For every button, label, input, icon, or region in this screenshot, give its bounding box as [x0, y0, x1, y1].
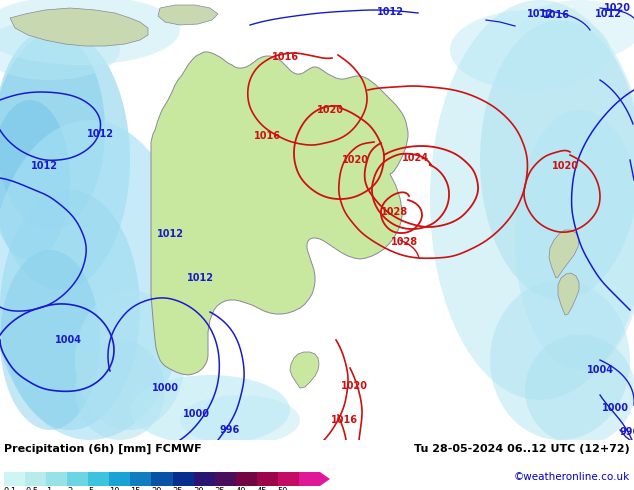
Ellipse shape: [430, 0, 634, 400]
Bar: [257, 472, 278, 486]
Text: 5: 5: [88, 487, 94, 490]
Bar: [278, 472, 299, 486]
Text: 20: 20: [152, 487, 162, 490]
Text: 1004: 1004: [586, 365, 614, 375]
Text: 1000: 1000: [183, 409, 209, 419]
Ellipse shape: [0, 100, 70, 260]
Text: 10: 10: [109, 487, 120, 490]
Text: 1004: 1004: [55, 335, 82, 345]
Text: 996: 996: [220, 425, 240, 435]
Ellipse shape: [0, 30, 130, 290]
Text: 35: 35: [215, 487, 225, 490]
Bar: [215, 472, 236, 486]
Text: 1020: 1020: [552, 161, 578, 171]
Ellipse shape: [0, 190, 140, 430]
Text: 40: 40: [236, 487, 246, 490]
Ellipse shape: [130, 375, 290, 445]
Text: 30: 30: [193, 487, 204, 490]
Ellipse shape: [490, 280, 630, 440]
Text: 1020: 1020: [340, 381, 368, 391]
Text: 1000: 1000: [602, 403, 628, 413]
Text: 1: 1: [46, 487, 51, 490]
Ellipse shape: [180, 395, 300, 445]
Polygon shape: [290, 352, 319, 388]
Text: 1012: 1012: [86, 129, 113, 139]
Text: 1020: 1020: [604, 3, 630, 13]
Ellipse shape: [0, 0, 180, 65]
Text: 0.1: 0.1: [4, 487, 17, 490]
Text: 1016: 1016: [254, 131, 280, 141]
Ellipse shape: [480, 20, 634, 300]
Text: 996: 996: [620, 427, 634, 437]
Text: 1028: 1028: [382, 207, 408, 217]
Text: Precipitation (6h) [mm] FCMWF: Precipitation (6h) [mm] FCMWF: [4, 444, 202, 454]
Ellipse shape: [75, 290, 185, 430]
Bar: [193, 472, 215, 486]
Text: 50: 50: [278, 487, 288, 490]
Text: 1016: 1016: [271, 52, 299, 62]
Text: 45: 45: [257, 487, 268, 490]
Text: 1012: 1012: [186, 273, 214, 283]
Text: 1024: 1024: [401, 153, 429, 163]
Ellipse shape: [525, 335, 634, 445]
Text: 25: 25: [172, 487, 183, 490]
Text: 0.5: 0.5: [25, 487, 38, 490]
Bar: [4, 472, 25, 486]
Text: 1016: 1016: [543, 10, 569, 20]
Polygon shape: [558, 273, 579, 315]
Polygon shape: [158, 5, 218, 25]
Polygon shape: [549, 230, 579, 278]
Polygon shape: [320, 472, 330, 486]
Bar: [88, 472, 109, 486]
Text: Tu 28-05-2024 06..12 UTC (12+72): Tu 28-05-2024 06..12 UTC (12+72): [414, 444, 630, 454]
Text: 1012: 1012: [30, 161, 58, 171]
Bar: [131, 472, 152, 486]
Ellipse shape: [450, 10, 610, 90]
Ellipse shape: [0, 30, 105, 230]
Ellipse shape: [515, 110, 634, 370]
Bar: [46, 472, 67, 486]
Bar: [25, 472, 46, 486]
Ellipse shape: [75, 340, 165, 440]
Polygon shape: [151, 52, 408, 375]
Text: 2: 2: [67, 487, 72, 490]
Text: 1012: 1012: [526, 9, 553, 19]
Ellipse shape: [0, 250, 100, 430]
Polygon shape: [10, 8, 148, 46]
Text: 15: 15: [131, 487, 141, 490]
Text: ©weatheronline.co.uk: ©weatheronline.co.uk: [514, 472, 630, 482]
Bar: [236, 472, 257, 486]
Text: 1020: 1020: [316, 105, 344, 115]
Ellipse shape: [0, 20, 120, 80]
Bar: [299, 472, 320, 486]
Text: 1012: 1012: [377, 7, 403, 17]
Bar: [172, 472, 193, 486]
Text: 1016: 1016: [330, 415, 358, 425]
Text: 1000: 1000: [152, 383, 179, 393]
Bar: [152, 472, 172, 486]
Bar: [67, 472, 88, 486]
Bar: [109, 472, 131, 486]
Text: 1012: 1012: [157, 229, 183, 239]
Ellipse shape: [0, 120, 190, 440]
Ellipse shape: [520, 0, 634, 60]
Text: 1028: 1028: [391, 237, 418, 247]
Text: 1012: 1012: [595, 9, 621, 19]
Text: 1020: 1020: [342, 155, 368, 165]
